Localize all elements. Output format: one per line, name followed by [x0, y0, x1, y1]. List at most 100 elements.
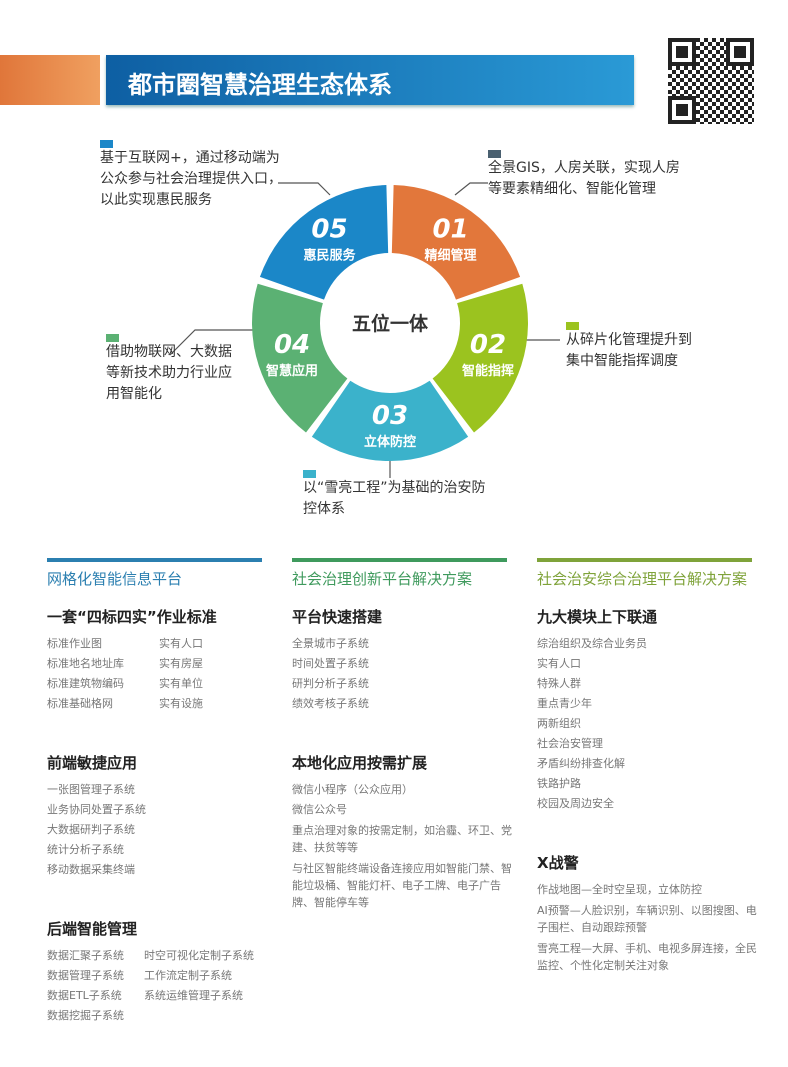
segment-number: 04 [274, 330, 310, 360]
note-line: 从碎片化管理提升到 [566, 332, 692, 348]
list-item: 一张图管理子系统 [47, 783, 135, 796]
list-item: 标准地名地址库 [47, 657, 124, 670]
section-list: 标准作业图标准地名地址库 标准建筑物编码 标准基础格网 [47, 634, 155, 714]
segment-05 [259, 185, 389, 300]
section-heading: 本地化应用按需扩展 [292, 754, 428, 772]
note-line: 基于互联网+，通过移动端为 [100, 150, 280, 166]
list-item: 矛盾纠纷排查化解 [537, 757, 625, 770]
bullet-square-icon [488, 150, 501, 158]
list-item: 特殊人群 [537, 677, 581, 690]
list-item: 系统运维管理子系统 [144, 989, 243, 1002]
list-item: 数据管理子系统 [47, 969, 124, 982]
segment-number: 02 [470, 330, 506, 360]
list-item: 数据挖掘子系统 [47, 1009, 124, 1022]
list-item: 微信小程序（公众应用） [292, 783, 413, 796]
list-item: 工作流定制子系统 [144, 969, 232, 982]
note-05: 基于互联网+，通过移动端为 公众参与社会治理提供入口， 以此实现惠民服务 [100, 140, 282, 211]
leader-line [278, 182, 331, 196]
segment-04 [251, 283, 348, 433]
segment-02 [432, 283, 528, 433]
list-item: 作战地图—全时空呈现，立体防控 [537, 883, 702, 896]
list-item: 标准建筑物编码 [47, 677, 124, 690]
bullet-square-icon [566, 322, 579, 330]
list-item: 研判分析子系统 [292, 677, 369, 690]
bullet-square-icon [303, 470, 316, 478]
note-line: 全景GIS，人房关联，实现人房 [488, 160, 680, 176]
list-item: 全景城市子系统 [292, 637, 369, 650]
segment-label: 精细管理 [425, 248, 477, 264]
segment-label: 智能指挥 [462, 363, 514, 379]
center-circle [328, 261, 452, 385]
note-line: 等新技术助力行业应 [106, 365, 232, 381]
note-line: 等要素精细化、智能化管理 [488, 181, 656, 197]
section-heading: X战警 [537, 854, 579, 872]
title-banner: 都市圈智慧治理生态体系 [106, 55, 634, 105]
list-item: 实有人口 [537, 657, 581, 670]
list-item: 综治组织及综合业务员 [537, 637, 647, 650]
note-line: 用智能化 [106, 386, 162, 402]
segment-number: 01 [432, 215, 468, 245]
column-title: 网格化智能信息平台 [47, 570, 183, 588]
list-item: 移动数据采集终端 [47, 863, 135, 876]
section-heading: 后端智能管理 [47, 920, 138, 938]
column-rule [292, 558, 507, 562]
list-item: 铁路护路 [537, 777, 581, 790]
list-item: 时间处置子系统 [292, 657, 369, 670]
note-line: 以“雪亮工程”为基础的治安防 [303, 480, 486, 496]
note-04: 借助物联网、大数据 等新技术助力行业应 用智能化 [106, 334, 232, 405]
segment-number: 05 [311, 215, 347, 245]
list-item: 大数据研判子系统 [47, 823, 135, 836]
qr-code [666, 36, 756, 126]
list-item: 微信公众号 [292, 803, 347, 816]
list-item: 数据汇聚子系统 [47, 949, 124, 962]
section-heading: 平台快速搭建 [292, 608, 383, 626]
section-heading: 九大模块上下联通 [537, 608, 658, 626]
list-item: 校园及周边安全 [537, 797, 614, 810]
list-item: 社会治安管理 [537, 737, 603, 750]
list-item: 两新组织 [537, 717, 581, 730]
section-list: 作战地图—全时空呈现，立体防控 AI预警—人脸识别，车辆识别、以图搜图、电子围栏、… [537, 880, 762, 978]
list-item: 与社区智能终端设备连接应用如智能门禁、智能垃圾桶、智能灯杆、电子工牌、电子广告牌… [292, 862, 512, 909]
note-line: 以此实现惠民服务 [100, 192, 212, 208]
list-item: 雪亮工程—大屏、手机、电视多屏连接，全民监控、个性化定制关注对象 [537, 942, 757, 972]
list-item: 实有房屋 [159, 657, 203, 670]
column-title: 社会治安综合治理平台解决方案 [537, 570, 748, 588]
segment-label: 智慧应用 [266, 363, 318, 379]
section-list: 一张图管理子系统 业务协同处置子系统 大数据研判子系统 统计分析子系统 移动数据采集终端 [47, 780, 272, 880]
list-item: 实有人口 [159, 637, 203, 650]
section-list: 综治组织及综合业务员 实有人口特殊人群重点青少年两新组织社会治安管理矛盾纠纷排查化… [537, 634, 762, 814]
column-rule [537, 558, 752, 562]
list-item: 重点青少年 [537, 697, 592, 710]
list-item: 实有单位 [159, 677, 203, 690]
segment-label: 立体防控 [364, 434, 416, 450]
list-item: 标准基础格网 [47, 697, 113, 710]
list-item: 时空可视化定制子系统 [144, 949, 254, 962]
note-03: 以“雪亮工程”为基础的治安防 控体系 [303, 470, 486, 520]
section-heading: 一套“四标四实”作业标准 [47, 608, 217, 626]
list-item: 实有设施 [159, 697, 203, 710]
center-label: 五位一体 [352, 312, 429, 335]
list-item: AI预警—人脸识别，车辆识别、以图搜图、电子围栏、自动跟踪预警 [537, 904, 757, 934]
segment-label: 惠民服务 [303, 248, 356, 264]
note-line: 控体系 [303, 501, 345, 517]
list-item: 数据ETL子系统 [47, 989, 122, 1002]
note-line: 集中智能指挥调度 [566, 353, 678, 369]
note-line: 公众参与社会治理提供入口， [100, 171, 282, 187]
note-line: 借助物联网、大数据 [106, 344, 232, 360]
section-list-secondary: 时空可视化定制子系统 工作流定制子系统 系统运维管理子系统 [144, 946, 254, 1006]
segment-03 [311, 380, 469, 461]
page-title: 都市圈智慧治理生态体系 [128, 71, 392, 99]
list-item: 统计分析子系统 [47, 843, 124, 856]
bullet-square-icon [106, 334, 119, 342]
segment-01 [391, 185, 521, 300]
section-list: 微信小程序（公众应用） 微信公众号重点治理对象的按需定制，如治霾、环卫、党建、扶贫… [292, 780, 517, 915]
list-item: 绩效考核子系统 [292, 697, 369, 710]
note-02: 从碎片化管理提升到 集中智能指挥调度 [566, 322, 692, 372]
column-rule [47, 558, 262, 562]
list-item: 业务协同处置子系统 [47, 803, 146, 816]
section-list: 全景城市子系统 时间处置子系统 研判分析子系统 绩效考核子系统 [292, 634, 517, 714]
list-item: 重点治理对象的按需定制，如治霾、环卫、党建、扶贫等等 [292, 824, 512, 854]
list-item: 标准作业图 [47, 637, 102, 650]
bullet-square-icon [100, 140, 113, 148]
